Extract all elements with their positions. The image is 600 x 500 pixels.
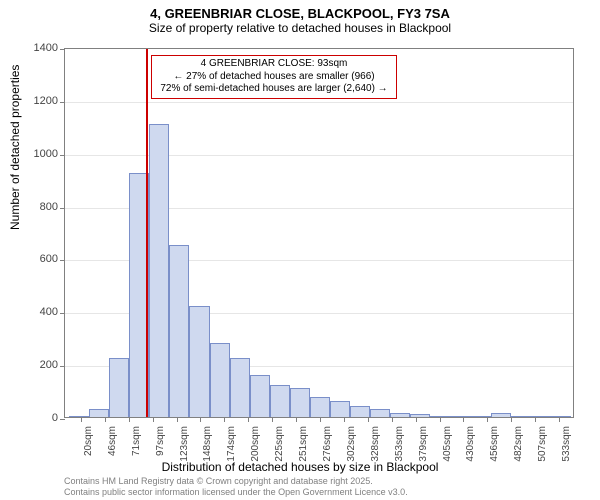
histogram-bar [149,124,169,417]
y-tick-label: 0 [52,412,58,424]
x-tick-label: 302sqm [346,426,357,462]
histogram-bar [290,388,310,417]
x-tick-label: 328sqm [370,426,381,462]
page-title: 4, GREENBRIAR CLOSE, BLACKPOOL, FY3 7SA [0,6,600,21]
histogram-bar [210,343,230,417]
annotation-line2: ← 27% of detached houses are smaller (96… [156,71,392,84]
x-axis-label: Distribution of detached houses by size … [0,460,600,474]
histogram-bar [89,409,109,417]
histogram-bar [169,245,189,417]
histogram-bar [350,406,370,417]
x-tick-label: 174sqm [226,426,237,462]
histogram-bars [65,49,573,417]
x-tick-label: 379sqm [418,426,429,462]
histogram-bar [390,413,410,417]
annotation-line3: 72% of semi-detached houses are larger (… [156,83,392,96]
y-tick-label: 600 [40,253,58,265]
footer-attribution: Contains HM Land Registry data © Crown c… [64,476,408,498]
x-tick-label: 533sqm [561,426,572,462]
x-tick-label: 123sqm [179,426,190,462]
histogram-bar [109,358,129,417]
page-subtitle: Size of property relative to detached ho… [0,21,600,35]
x-tick-label: 456sqm [489,426,500,462]
x-tick-label: 20sqm [83,426,94,456]
histogram-bar [69,416,89,417]
y-tick-label: 1000 [34,148,58,160]
x-tick-label: 225sqm [274,426,285,462]
y-tick-label: 400 [40,306,58,318]
x-tick-label: 148sqm [202,426,213,462]
y-tick-label: 1200 [34,95,58,107]
histogram-bar [270,385,290,417]
x-tick-label: 276sqm [322,426,333,462]
histogram-bar [551,416,571,417]
x-tick-label: 507sqm [537,426,548,462]
histogram-bar [491,413,511,417]
histogram-bar [531,416,551,417]
x-tick-label: 46sqm [107,426,118,456]
histogram-bar [310,397,330,417]
y-tick-label: 800 [40,201,58,213]
y-axis-label: Number of detached properties [8,65,22,230]
histogram-bar [511,416,531,417]
annotation-box: 4 GREENBRIAR CLOSE: 93sqm ← 27% of detac… [151,55,397,99]
x-tick-label: 251sqm [298,426,309,462]
x-tick-label: 482sqm [513,426,524,462]
footer-line2: Contains public sector information licen… [64,487,408,498]
x-tick-label: 200sqm [250,426,261,462]
chart-area: 4 GREENBRIAR CLOSE: 93sqm ← 27% of detac… [64,48,574,418]
x-tick-label: 71sqm [131,426,142,456]
histogram-bar [451,416,471,417]
histogram-bar [410,414,430,417]
x-tick-label: 405sqm [442,426,453,462]
annotation-line1: 4 GREENBRIAR CLOSE: 93sqm [156,58,392,71]
y-tick-label: 1400 [34,42,58,54]
reference-line [146,49,148,417]
histogram-bar [189,306,209,417]
histogram-bar [230,358,250,417]
footer-line1: Contains HM Land Registry data © Crown c… [64,476,408,487]
y-tick-label: 200 [40,359,58,371]
x-tick-label: 430sqm [465,426,476,462]
histogram-bar [370,409,390,417]
plot-region: 4 GREENBRIAR CLOSE: 93sqm ← 27% of detac… [64,48,574,418]
x-tick-label: 353sqm [394,426,405,462]
x-tick-label: 97sqm [155,426,166,456]
histogram-bar [330,401,350,417]
histogram-bar [250,375,270,417]
